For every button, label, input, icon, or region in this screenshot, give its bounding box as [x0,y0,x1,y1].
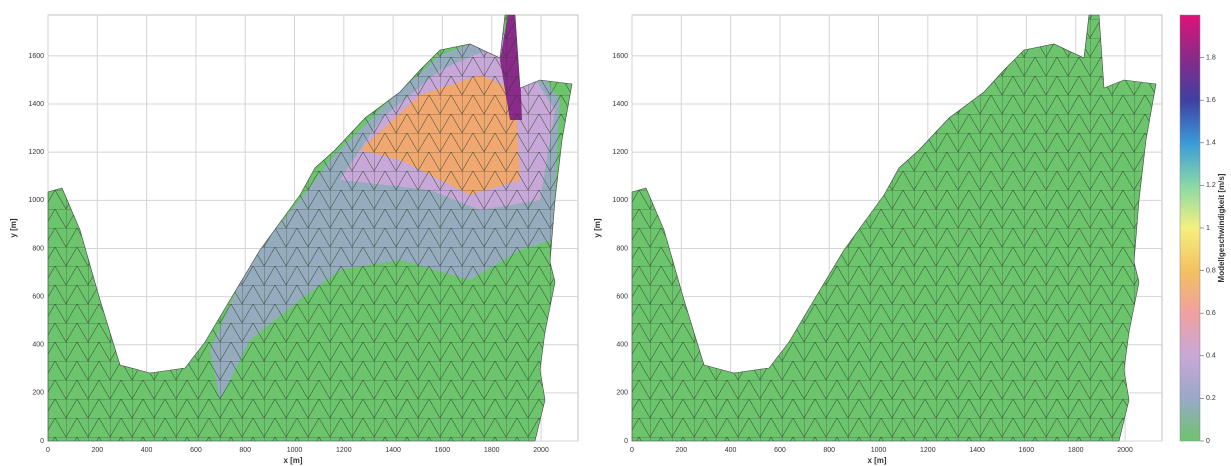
x-tick-label: 1600 [435,447,451,454]
colorbar-tick-label: 0.2 [1206,395,1216,402]
x-tick-label: 200 [675,447,687,454]
colorbar-tick-label: 1.6 [1206,97,1216,104]
x-tick-label: 1200 [336,447,352,454]
colorbar-tick-label: 0.8 [1206,267,1216,274]
x-tick-label: 1800 [1068,447,1084,454]
x-tick-label: 1000 [871,447,887,454]
colorbar [1179,14,1201,442]
x-axis-label: x [m] [283,456,302,465]
x-tick-label: 0 [630,447,634,454]
x-tick-label: 200 [91,447,103,454]
y-tick-label: 1000 [28,197,44,204]
y-tick-label: 0 [624,438,628,445]
x-tick-label: 800 [239,447,251,454]
colorbar-tick-label: 1.8 [1206,54,1216,61]
colorbar-tick-label: 1 [1206,225,1210,232]
y-tick-label: 600 [32,293,44,300]
y-tick-label: 200 [616,390,628,397]
y-tick-label: 1600 [612,53,628,60]
colorbar-tick-label: 0.6 [1206,310,1216,317]
x-tick-label: 1200 [920,447,936,454]
x-tick-label: 1800 [484,447,500,454]
y-axis-label: y [m] [593,218,602,237]
colorbar-label: Modellgeschwindigkeit [m/s] [1217,173,1226,282]
y-tick-label: 1000 [612,197,628,204]
x-tick-label: 1600 [1019,447,1035,454]
y-tick-label: 600 [616,293,628,300]
y-tick-label: 1400 [612,101,628,108]
y-tick-label: 800 [32,245,44,252]
y-tick-label: 800 [616,245,628,252]
colorbar-tick-label: 1.4 [1206,140,1216,147]
x-tick-label: 600 [774,447,786,454]
x-tick-label: 400 [725,447,737,454]
y-axis-label: y [m] [9,218,18,237]
colorbar-tick-label: 0.4 [1206,353,1216,360]
y-tick-label: 1200 [612,149,628,156]
x-tick-label: 1000 [287,447,303,454]
x-tick-label: 2000 [1117,447,1133,454]
y-tick-label: 1200 [28,149,44,156]
y-tick-label: 400 [616,342,628,349]
x-tick-label: 1400 [969,447,985,454]
y-tick-label: 0 [40,438,44,445]
x-axis-label: x [m] [867,456,886,465]
x-tick-label: 400 [141,447,153,454]
y-tick-label: 200 [32,390,44,397]
colorbar-tick-label: 0 [1206,438,1210,445]
x-tick-label: 0 [46,447,50,454]
y-tick-label: 1400 [28,101,44,108]
colorbar-tick-label: 1.2 [1206,182,1216,189]
y-tick-label: 400 [32,342,44,349]
x-tick-label: 2000 [533,447,549,454]
x-tick-label: 1400 [385,447,401,454]
y-tick-label: 1600 [28,53,44,60]
x-tick-label: 600 [190,447,202,454]
x-tick-label: 800 [823,447,835,454]
